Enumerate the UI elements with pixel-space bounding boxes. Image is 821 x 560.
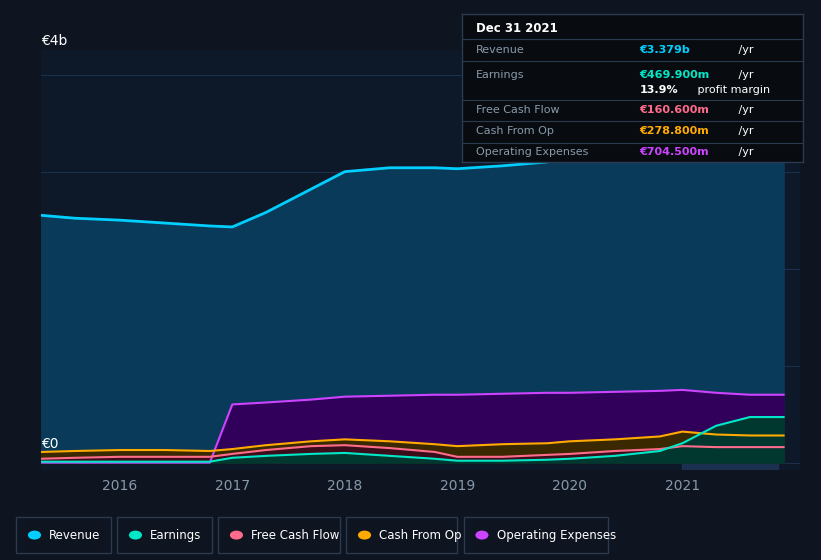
Text: Earnings: Earnings — [476, 70, 525, 80]
Text: /yr: /yr — [735, 70, 754, 80]
Text: Cash From Op: Cash From Op — [476, 126, 553, 136]
Bar — [682, 50, 778, 470]
Text: /yr: /yr — [735, 147, 754, 157]
Text: €278.800m: €278.800m — [640, 126, 709, 136]
Text: €160.600m: €160.600m — [640, 105, 709, 115]
Text: €0: €0 — [41, 437, 58, 451]
Text: Free Cash Flow: Free Cash Flow — [476, 105, 559, 115]
Text: Operating Expenses: Operating Expenses — [497, 529, 616, 542]
Text: profit margin: profit margin — [694, 85, 770, 95]
Text: Revenue: Revenue — [476, 45, 525, 55]
Text: €3.379b: €3.379b — [640, 45, 690, 55]
Text: Free Cash Flow: Free Cash Flow — [251, 529, 340, 542]
Text: Cash From Op: Cash From Op — [379, 529, 461, 542]
Text: Earnings: Earnings — [150, 529, 202, 542]
Text: €469.900m: €469.900m — [640, 70, 709, 80]
Text: €704.500m: €704.500m — [640, 147, 709, 157]
Text: Revenue: Revenue — [49, 529, 101, 542]
Text: Operating Expenses: Operating Expenses — [476, 147, 588, 157]
Text: Dec 31 2021: Dec 31 2021 — [476, 22, 557, 35]
Text: €4b: €4b — [41, 34, 67, 48]
Text: /yr: /yr — [735, 105, 754, 115]
Text: 13.9%: 13.9% — [640, 85, 678, 95]
Text: /yr: /yr — [735, 126, 754, 136]
Text: /yr: /yr — [735, 45, 754, 55]
